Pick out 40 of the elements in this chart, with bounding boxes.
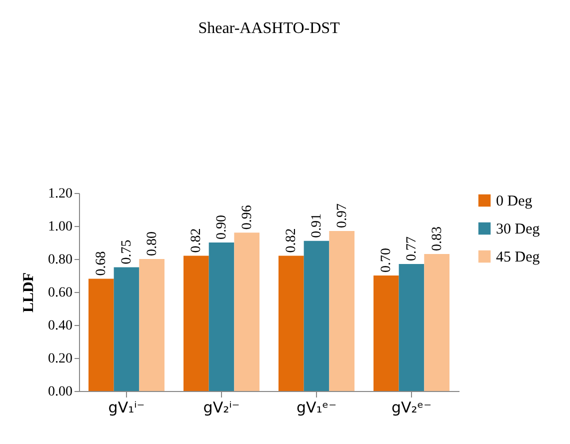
data-label: 0.91 [310,213,324,238]
bar [234,232,260,391]
bar [329,230,354,391]
data-label: 0.77 [404,236,420,261]
data-label: 0.80 [144,232,160,256]
y-tick-label: 0.60 [48,286,72,300]
x-tick-label: gV₂ⁱ⁻ [203,398,240,416]
y-tick-label: 1.00 [48,220,72,234]
data-label: 0.82 [189,228,204,253]
legend-label: 0 Deg [496,194,533,210]
y-tick-label: 0.00 [48,384,72,400]
data-label: 0.70 [379,248,394,272]
bar [114,267,140,391]
data-label: 0.97 [334,203,350,228]
bar [184,256,209,391]
y-tick-label: 0.40 [48,318,72,334]
bar [208,242,234,391]
data-label: 0.68 [94,251,110,276]
bar [374,276,399,391]
data-label: 0.82 [284,228,300,253]
legend-label: 45 Deg [496,250,540,266]
bar [139,259,164,391]
x-tick-label: gV₂ᵉ⁻ [392,398,432,416]
data-label: 0.90 [214,215,230,240]
x-tick-label: gV₁ⁱ⁻ [108,398,145,416]
bar [278,256,304,391]
y-tick-label: 1.20 [48,186,72,202]
data-label: 0.75 [120,240,134,264]
bar [88,278,114,391]
bar [304,240,330,391]
data-label: 0.96 [240,205,255,230]
legend-label: 30 Deg [496,222,540,238]
y-axis-title: LLDF [21,272,37,313]
x-tick-label: gV₁ᵉ⁻ [296,398,336,416]
y-tick-label: 0.80 [48,252,72,268]
bar [398,264,424,391]
bar [424,254,450,391]
data-label: 0.83 [430,226,445,252]
y-tick-label: 0.20 [48,352,72,366]
chart-title: Shear-AASHTO-DST [198,20,340,37]
